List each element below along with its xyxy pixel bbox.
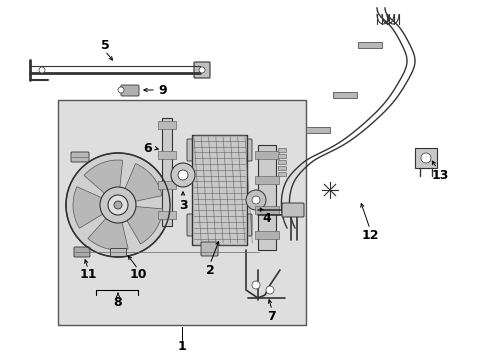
Text: 2: 2 [205, 264, 214, 276]
Circle shape [199, 67, 204, 73]
FancyBboxPatch shape [254, 206, 279, 214]
FancyBboxPatch shape [278, 166, 285, 170]
FancyBboxPatch shape [278, 172, 285, 176]
Circle shape [66, 153, 170, 257]
FancyBboxPatch shape [278, 154, 285, 158]
Text: 11: 11 [79, 269, 97, 282]
FancyBboxPatch shape [121, 85, 139, 96]
Circle shape [251, 281, 260, 289]
FancyBboxPatch shape [186, 214, 195, 236]
FancyBboxPatch shape [305, 127, 329, 133]
FancyBboxPatch shape [158, 151, 176, 159]
FancyBboxPatch shape [282, 203, 304, 217]
FancyBboxPatch shape [74, 247, 90, 257]
FancyBboxPatch shape [357, 42, 381, 48]
FancyBboxPatch shape [254, 231, 279, 239]
Circle shape [39, 67, 45, 73]
Circle shape [265, 286, 273, 294]
Wedge shape [126, 207, 163, 244]
FancyBboxPatch shape [158, 121, 176, 129]
Text: 8: 8 [113, 296, 122, 309]
FancyBboxPatch shape [110, 248, 126, 256]
FancyBboxPatch shape [414, 148, 436, 168]
Text: 5: 5 [101, 39, 109, 51]
FancyBboxPatch shape [192, 135, 246, 245]
Circle shape [108, 195, 128, 215]
Wedge shape [88, 218, 128, 250]
Text: 6: 6 [143, 141, 152, 154]
FancyBboxPatch shape [194, 62, 209, 78]
Circle shape [245, 190, 265, 210]
Circle shape [251, 196, 260, 204]
FancyBboxPatch shape [244, 139, 251, 161]
FancyBboxPatch shape [158, 211, 176, 219]
FancyBboxPatch shape [158, 181, 176, 189]
FancyBboxPatch shape [254, 176, 279, 184]
Text: 9: 9 [159, 84, 167, 96]
FancyBboxPatch shape [278, 148, 285, 152]
Text: 10: 10 [129, 269, 146, 282]
Text: 3: 3 [178, 198, 187, 212]
Text: 1: 1 [177, 339, 186, 352]
FancyBboxPatch shape [162, 118, 172, 226]
Circle shape [118, 87, 124, 93]
Text: 12: 12 [361, 229, 378, 242]
Text: 4: 4 [262, 212, 271, 225]
FancyBboxPatch shape [332, 92, 356, 98]
FancyBboxPatch shape [258, 145, 275, 250]
FancyBboxPatch shape [186, 139, 195, 161]
FancyBboxPatch shape [254, 151, 279, 159]
FancyBboxPatch shape [278, 160, 285, 164]
Circle shape [178, 170, 187, 180]
Text: 13: 13 [430, 168, 448, 181]
Text: 7: 7 [267, 310, 276, 323]
Circle shape [100, 187, 136, 223]
Circle shape [171, 163, 195, 187]
FancyBboxPatch shape [71, 152, 89, 162]
FancyBboxPatch shape [201, 242, 218, 256]
FancyBboxPatch shape [244, 214, 251, 236]
FancyBboxPatch shape [58, 100, 305, 325]
Circle shape [114, 201, 122, 209]
Circle shape [420, 153, 430, 163]
Wedge shape [84, 160, 122, 194]
Wedge shape [124, 163, 162, 202]
Wedge shape [73, 187, 103, 228]
